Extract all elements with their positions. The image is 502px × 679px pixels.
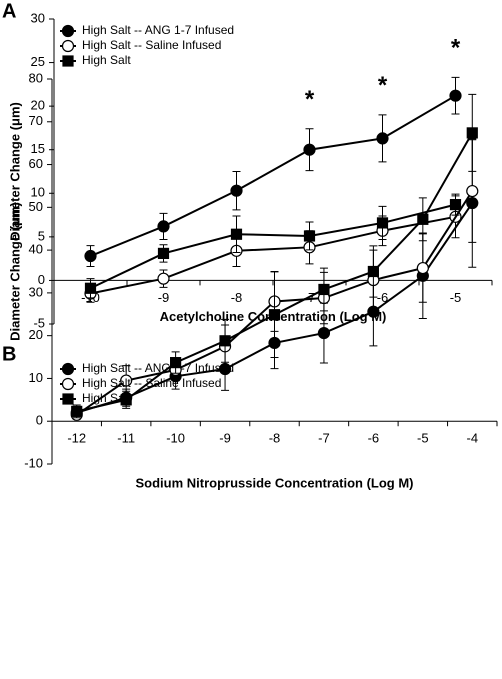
y-axis-label: Diameter Change (μm): [7, 202, 22, 341]
point: [466, 127, 478, 139]
y-tick-label: 10: [31, 185, 45, 200]
x-tick-label: -8: [269, 431, 281, 446]
point: [303, 143, 316, 156]
point: [416, 261, 429, 275]
x-tick-label: -11: [117, 431, 135, 446]
x-tick-label: -4: [466, 431, 478, 446]
y-tick-label: 40: [29, 242, 43, 257]
legend-marker: [62, 393, 74, 405]
y-tick-label: 10: [29, 370, 43, 385]
point: [449, 89, 462, 102]
point: [449, 199, 462, 211]
series-line: [90, 203, 456, 290]
legend-label: High Salt -- Saline Infused: [82, 38, 221, 52]
y-tick-label: 30: [29, 284, 43, 299]
point: [317, 327, 331, 340]
series-line: [90, 94, 457, 257]
point: [466, 184, 479, 198]
legend-marker: [61, 39, 75, 53]
panel-label: A: [2, 0, 16, 22]
panel-label: B: [2, 343, 16, 365]
x-tick-label: -6: [368, 431, 380, 446]
annotation: *: [305, 86, 315, 113]
x-tick-label: -7: [318, 431, 330, 446]
point: [120, 394, 132, 406]
legend-marker: [62, 55, 74, 67]
point: [157, 272, 170, 285]
legend-marker: [61, 24, 75, 38]
x-tick-label: -9: [158, 290, 170, 305]
y-tick-label: 70: [29, 113, 43, 128]
legend-marker: [61, 362, 75, 376]
point: [376, 132, 389, 145]
legend-marker: [61, 377, 75, 391]
y-tick-label: 80: [29, 70, 43, 85]
point: [84, 249, 97, 263]
x-tick-label: -8: [231, 290, 243, 305]
point: [157, 220, 170, 233]
legend-label: High Salt -- ANG 1-7 Infused: [82, 23, 234, 37]
y-tick-label: 30: [31, 10, 45, 25]
x-tick-label: -5: [450, 290, 462, 305]
legend-label: High Salt -- ANG 1-7 Infused: [82, 361, 234, 375]
x-tick-label: -5: [417, 431, 429, 446]
y-tick-label: -10: [24, 455, 43, 470]
y-tick-label: 25: [31, 54, 45, 69]
point: [219, 335, 231, 347]
y-tick-label: 0: [38, 272, 45, 287]
legend-label: High Salt: [82, 391, 131, 405]
y-axis-label: Diameter Change (μm): [7, 102, 22, 241]
legend-label: High Salt -- Saline Infused: [82, 376, 221, 390]
y-tick-label: 20: [31, 98, 45, 113]
point: [71, 405, 83, 417]
x-tick-label: -10: [166, 431, 185, 446]
point: [170, 357, 182, 369]
x-tick-label: -12: [67, 431, 86, 446]
y-tick-label: 50: [29, 199, 43, 214]
point: [376, 217, 389, 229]
point: [318, 283, 330, 296]
point: [268, 309, 281, 321]
x-tick-label: -6: [377, 290, 389, 305]
point: [230, 184, 243, 197]
point: [230, 228, 243, 240]
point: [157, 247, 170, 260]
annotation: *: [378, 72, 388, 99]
point: [84, 282, 97, 294]
y-tick-label: 0: [36, 413, 43, 428]
x-tick-label: -9: [219, 431, 231, 446]
y-tick-label: 60: [29, 156, 43, 171]
y-tick-label: -5: [33, 315, 45, 330]
point: [303, 230, 316, 242]
annotation: *: [451, 35, 461, 62]
point: [367, 265, 379, 278]
legend-label: High Salt: [82, 53, 131, 67]
y-tick-label: 20: [29, 327, 43, 342]
series-line: [90, 215, 456, 295]
y-tick-label: 5: [38, 228, 45, 243]
x-axis-label: Sodium Nitroprusside Concentration (Log …: [135, 476, 413, 491]
point: [417, 213, 429, 225]
point: [120, 374, 133, 387]
y-tick-label: 15: [31, 141, 45, 156]
